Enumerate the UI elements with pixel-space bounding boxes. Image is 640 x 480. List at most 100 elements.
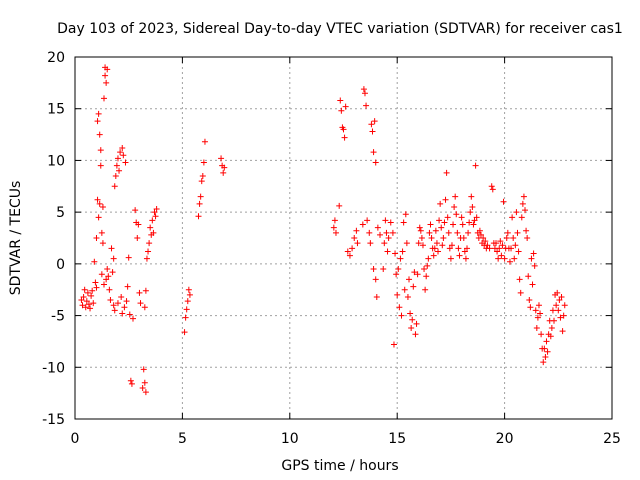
data-point [195,213,202,220]
data-point [340,126,347,133]
data-point [500,198,507,205]
data-point [399,248,406,255]
data-point [408,324,415,331]
data-point [431,245,438,252]
data-point [369,128,376,135]
data-point [409,316,416,323]
data-point [495,255,502,262]
data-point [516,276,523,283]
data-point [118,293,125,300]
data-point [186,291,193,298]
data-point [93,284,100,291]
y-tick-label: 0 [56,257,65,273]
data-point [433,240,440,247]
data-point [135,221,142,228]
data-point [440,235,447,241]
data-point [361,90,368,97]
data-point [494,248,501,255]
data-point [444,214,451,221]
data-point [557,314,564,321]
data-point [411,269,418,276]
x-tick-label: 20 [496,431,514,447]
data-point [455,245,462,252]
data-point [149,217,156,224]
data-point [97,162,104,169]
data-point [393,271,400,278]
data-point [111,183,118,190]
data-point [341,134,348,141]
data-point [373,293,380,300]
data-point [435,248,442,255]
data-point [473,214,480,221]
data-point [527,304,534,311]
data-point [104,66,111,73]
data-point [425,255,432,262]
data-point [99,240,106,247]
data-point [119,145,126,152]
data-point [181,329,188,336]
data-point [360,86,367,93]
data-point [103,276,110,283]
data-point [496,245,503,252]
data-point [454,229,461,236]
data-point [370,149,377,156]
data-point [466,219,473,226]
data-point [109,269,116,276]
data-point [122,159,129,166]
data-point [555,307,562,314]
data-point [142,287,149,294]
data-point [558,293,565,300]
data-point [549,307,556,314]
data-point [152,213,159,220]
data-point [441,219,448,226]
data-point [367,240,374,247]
data-point [95,110,102,117]
data-point [451,203,458,210]
data-point [556,297,563,304]
data-point [136,289,143,296]
data-point [108,245,115,252]
data-point [503,235,510,241]
data-point [524,235,531,241]
data-point [142,389,149,396]
data-point [395,266,402,273]
data-point [501,255,508,262]
data-point [127,377,134,384]
data-point [453,211,460,218]
data-point [530,250,537,257]
data-point [394,291,401,298]
data-point [114,300,121,307]
data-point [368,121,375,128]
data-point [446,245,453,252]
data-point [537,310,544,317]
data-point [390,341,397,348]
data-point [137,300,144,307]
data-point [547,333,554,340]
data-point [151,209,158,216]
data-point [100,281,107,288]
data-point [398,312,405,319]
data-point [484,242,491,249]
data-point [182,314,189,321]
data-point [150,229,157,236]
y-tick-label: 5 [56,205,65,221]
data-point [82,304,89,311]
data-point [85,301,92,308]
data-point [561,302,568,309]
data-point [456,252,463,259]
data-point [413,320,420,327]
data-point [472,162,479,169]
data-point [372,159,379,166]
chart-title: Day 103 of 2023, Sidereal Day-to-day VTE… [57,21,623,37]
data-point [349,245,356,252]
data-point [146,240,153,247]
data-point [525,273,532,280]
data-point [476,227,483,234]
data-point [94,118,101,125]
plot-frame [74,56,613,420]
data-point [124,283,131,290]
data-point [366,229,373,236]
data-point [541,345,548,352]
data-point [423,273,430,280]
data-point [392,250,399,257]
